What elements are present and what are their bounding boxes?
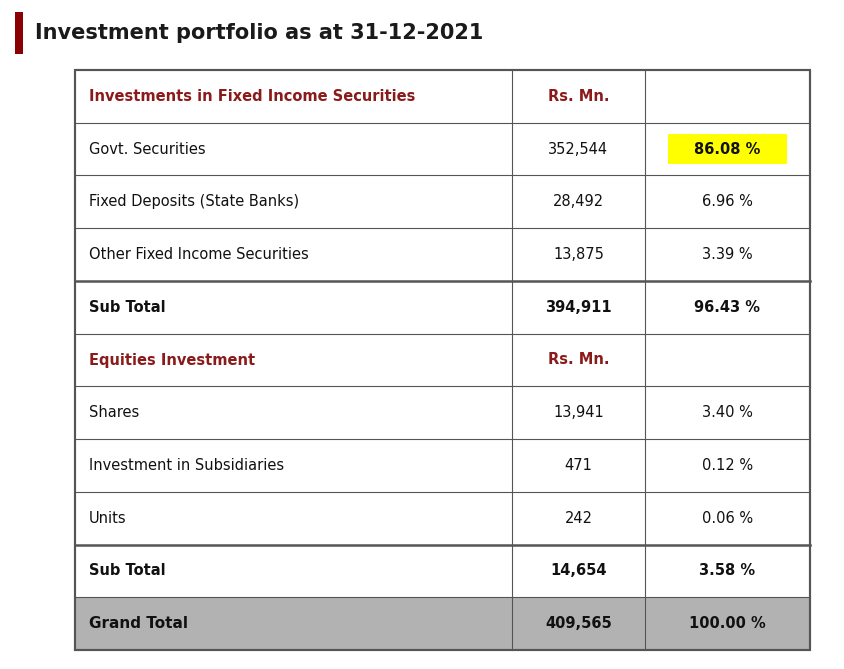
Text: Other Fixed Income Securities: Other Fixed Income Securities: [89, 247, 309, 262]
Text: Investment portfolio as at 31-12-2021: Investment portfolio as at 31-12-2021: [35, 23, 484, 43]
Text: Grand Total: Grand Total: [89, 616, 188, 631]
Bar: [75, 597, 810, 650]
Text: 6.96 %: 6.96 %: [702, 194, 753, 209]
Bar: [668, 134, 787, 165]
Text: 28,492: 28,492: [553, 194, 604, 209]
Text: 86.08 %: 86.08 %: [694, 142, 760, 157]
Text: Sub Total: Sub Total: [89, 300, 165, 315]
Text: Rs. Mn.: Rs. Mn.: [548, 89, 609, 104]
Text: 3.40 %: 3.40 %: [702, 405, 753, 420]
Bar: [75, 70, 810, 650]
Text: Fixed Deposits (State Banks): Fixed Deposits (State Banks): [89, 194, 299, 209]
Text: 0.12 %: 0.12 %: [701, 458, 753, 473]
Text: Investment in Subsidiaries: Investment in Subsidiaries: [89, 458, 284, 473]
Bar: [75, 70, 810, 650]
Text: 394,911: 394,911: [545, 300, 612, 315]
Text: 13,941: 13,941: [553, 405, 603, 420]
Bar: [15, 12, 23, 54]
Text: Sub Total: Sub Total: [89, 563, 165, 579]
Text: Equities Investment: Equities Investment: [89, 353, 255, 367]
Text: Rs. Mn.: Rs. Mn.: [548, 353, 609, 367]
Text: 3.39 %: 3.39 %: [702, 247, 753, 262]
Text: Investments in Fixed Income Securities: Investments in Fixed Income Securities: [89, 89, 415, 104]
Text: 100.00 %: 100.00 %: [689, 616, 766, 631]
Text: 352,544: 352,544: [549, 142, 609, 157]
Text: Govt. Securities: Govt. Securities: [89, 142, 206, 157]
Text: 13,875: 13,875: [553, 247, 604, 262]
Text: 409,565: 409,565: [545, 616, 612, 631]
Text: 471: 471: [565, 458, 592, 473]
Text: 96.43 %: 96.43 %: [695, 300, 760, 315]
Text: 242: 242: [565, 510, 592, 526]
Text: Shares: Shares: [89, 405, 139, 420]
Text: 14,654: 14,654: [550, 563, 607, 579]
Bar: [75, 70, 810, 650]
Text: 3.58 %: 3.58 %: [699, 563, 755, 579]
Text: 0.06 %: 0.06 %: [701, 510, 753, 526]
Text: Units: Units: [89, 510, 127, 526]
